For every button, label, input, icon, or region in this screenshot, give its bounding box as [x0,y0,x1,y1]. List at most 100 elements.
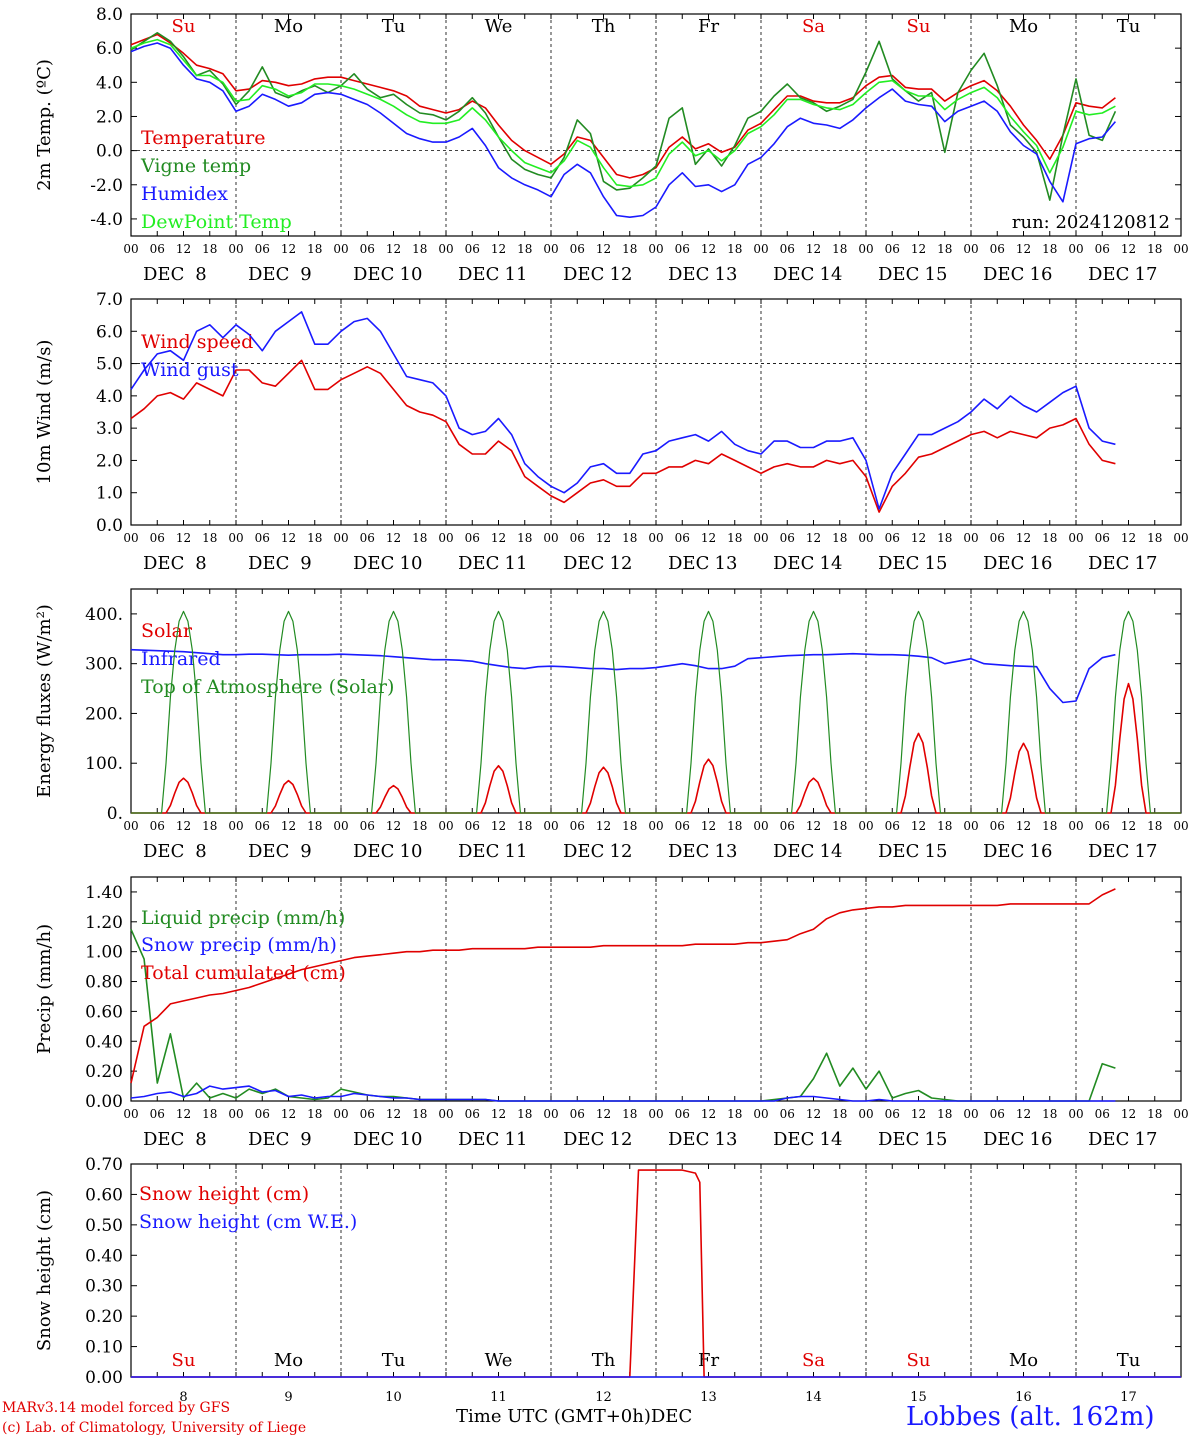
x-hour-label: 00 [333,242,348,256]
x-month-label: DEC [353,553,394,574]
y-tick-label: 4.0 [96,387,123,407]
x-hour-label: 12 [176,531,191,545]
x-month-label: DEC [773,1129,814,1150]
x-hour-label: 06 [780,531,795,545]
y-tick-label: 0.70 [85,1155,123,1175]
weekday-label: Tu [382,16,406,37]
x-hour-label: 06 [570,531,585,545]
legend-label: Vigne temp [140,155,251,177]
x-month-label: DEC [878,1129,919,1150]
x-hour-label: 12 [596,819,611,833]
x-hour-label: 00 [333,531,348,545]
x-hour-label: 00 [1068,819,1083,833]
x-hour-label: 12 [1016,531,1031,545]
weekday-label: We [485,1350,513,1371]
lab-credit: (c) Lab. of Climatology, University of L… [2,1420,307,1436]
x-hour-label: 12 [596,1107,611,1121]
x-hour-label: 12 [1121,242,1136,256]
x-hour-label: 00 [123,1107,138,1121]
y-tick-label: 0.0 [96,142,123,162]
x-month-label: DEC [983,1129,1024,1150]
legend-label: DewPoint Temp [141,211,292,233]
x-hour-label: 06 [780,242,795,256]
x-date-label: 17 [1135,553,1158,574]
series-line-snow-height-cm [131,1169,1181,1378]
x-hour-label: 18 [412,819,427,833]
weekday-label: Sa [802,16,825,37]
y-tick-label: 8.0 [96,5,123,25]
x-hour-label: 06 [885,819,900,833]
x-hour-label: 00 [963,1107,978,1121]
x-hour-label: 18 [202,531,217,545]
x-month-label: DEC [878,841,919,862]
x-hour-label: 00 [963,819,978,833]
legend-label: Snow precip (mm/h) [141,934,337,956]
x-month-label: DEC [1088,1129,1129,1150]
x-hour-label: 18 [622,819,637,833]
x-date-label: 9 [284,1390,292,1405]
x-hour-label: 12 [281,531,296,545]
x-axis-month-label: DEC [650,1406,693,1427]
x-date-label: 11 [490,1390,507,1405]
x-hour-label: 06 [360,242,375,256]
run-annotation: run: 2024120812 [1012,212,1170,233]
x-hour-label: 12 [806,1107,821,1121]
x-hour-label: 06 [675,819,690,833]
x-date-label: 16 [1030,841,1053,862]
x-month-label: DEC [248,841,289,862]
x-hour-label: 12 [1121,819,1136,833]
y-tick-label: 0. [107,804,123,824]
weekday-label: We [485,16,513,37]
x-hour-label: 06 [150,242,165,256]
x-month-label: DEC [458,841,499,862]
y-tick-label: 3.0 [96,419,123,439]
x-date-label: 9 [300,841,311,862]
x-hour-label: 12 [491,819,506,833]
x-hour-label: 12 [491,1107,506,1121]
x-hour-label: 18 [727,531,742,545]
x-hour-label: 18 [517,819,532,833]
x-hour-label: 18 [202,242,217,256]
x-month-label: DEC [563,841,604,862]
x-month-label: DEC [983,553,1024,574]
x-month-label: DEC [458,553,499,574]
x-month-label: DEC [773,841,814,862]
x-hour-label: 00 [438,1107,453,1121]
weekday-label: Mo [274,16,303,37]
y-tick-label: 7.0 [96,290,123,310]
x-hour-label: 12 [386,1107,401,1121]
x-month-label: DEC [563,553,604,574]
legend-label: Top of Atmosphere (Solar) [141,676,394,698]
x-hour-label: 12 [176,819,191,833]
x-month-label: DEC [668,841,709,862]
x-axis-title: Time UTC (GMT+0h)DEC [456,1406,692,1427]
x-hour-label: 06 [885,1107,900,1121]
x-hour-label: 18 [622,531,637,545]
x-hour-label: 00 [1068,242,1083,256]
weekday-label: Su [907,16,931,37]
x-month-label: DEC [248,264,289,285]
x-hour-label: 00 [333,819,348,833]
legend-label: Wind gust [141,359,239,381]
y-tick-label: 0.80 [85,973,123,993]
legend-label: Snow height (cm W.E.) [139,1211,357,1233]
x-hour-label: 12 [701,819,716,833]
x-hour-label: 06 [570,242,585,256]
x-date-label: 12 [610,553,633,574]
x-hour-label: 00 [963,531,978,545]
x-date-label: 15 [925,1129,948,1150]
x-hour-label: 12 [491,242,506,256]
x-hour-label: 18 [832,1107,847,1121]
x-hour-label: 00 [858,1107,873,1121]
x-hour-label: 06 [255,819,270,833]
weekday-label: Th [592,1350,616,1371]
x-hour-label: 18 [937,819,952,833]
x-hour-label: 00 [1068,531,1083,545]
x-hour-label: 18 [1147,242,1162,256]
x-hour-label: 00 [858,819,873,833]
y-tick-label: 0.00 [85,1092,123,1112]
x-hour-label: 18 [1042,531,1057,545]
x-axis-time-label: Time UTC (GMT+0h) [456,1406,651,1427]
x-hour-label: 18 [727,242,742,256]
x-hour-label: 00 [648,819,663,833]
